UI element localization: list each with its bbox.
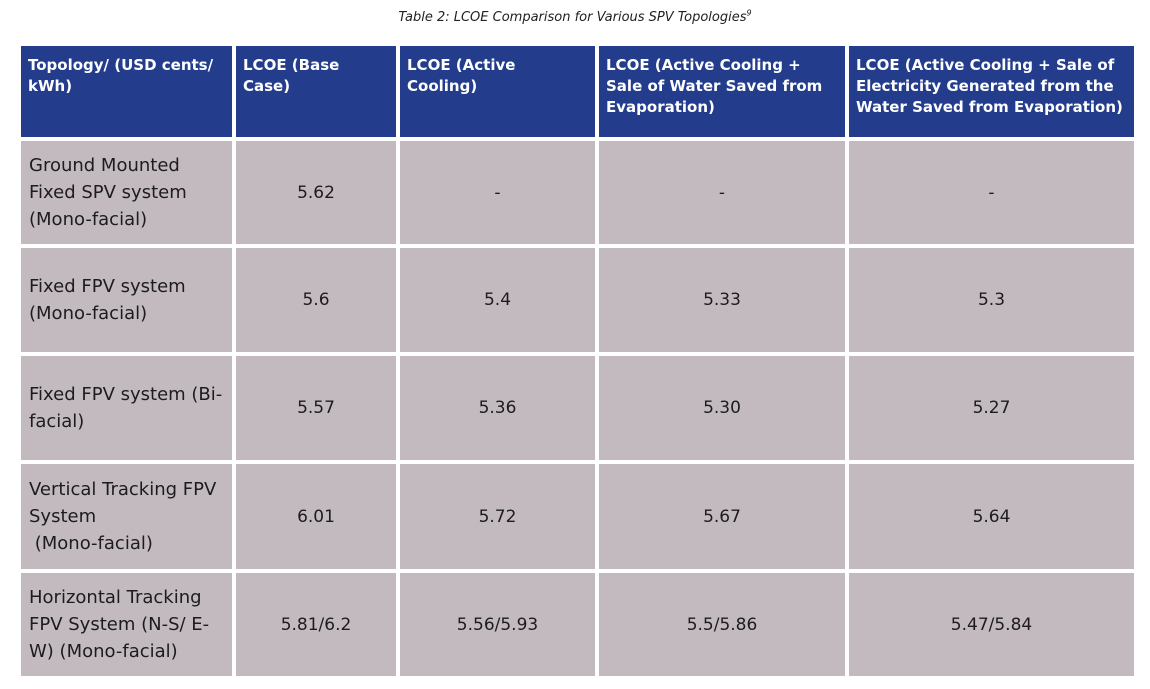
table-cell: 5.64 bbox=[849, 464, 1134, 569]
table-cell: - bbox=[400, 141, 595, 244]
table-cell: 5.6 bbox=[236, 248, 396, 352]
header-lcoe-active-cooling-electricity-sale: LCOE (Active Cooling + Sale of Electrici… bbox=[849, 46, 1134, 137]
lcoe-comparison-table: Topology/ (USD cents/ kWh) LCOE (Base Ca… bbox=[21, 46, 1134, 676]
table-cell: 6.01 bbox=[236, 464, 396, 569]
table-cell: 5.47/5.84 bbox=[849, 573, 1134, 676]
row-topology-label: Fixed FPV system (Bi-facial) bbox=[21, 356, 232, 460]
table-cell: 5.33 bbox=[599, 248, 845, 352]
table-cell: 5.27 bbox=[849, 356, 1134, 460]
header-lcoe-active-cooling: LCOE (Active Cooling) bbox=[400, 46, 595, 137]
table-cell: 5.30 bbox=[599, 356, 845, 460]
table-cell: 5.56/5.93 bbox=[400, 573, 595, 676]
caption-text: Table 2: LCOE Comparison for Various SPV… bbox=[398, 10, 747, 25]
table-cell: - bbox=[849, 141, 1134, 244]
row-topology-label: Horizontal Tracking FPV System (N-S/ E-W… bbox=[21, 573, 232, 676]
table-cell: 5.81/6.2 bbox=[236, 573, 396, 676]
row-topology-label: Ground Mounted Fixed SPV system (Mono-fa… bbox=[21, 141, 232, 244]
table-cell: 5.3 bbox=[849, 248, 1134, 352]
row-topology-label: Fixed FPV system (Mono-facial) bbox=[21, 248, 232, 352]
table-cell: 5.67 bbox=[599, 464, 845, 569]
table-cell: 5.36 bbox=[400, 356, 595, 460]
caption-footnote: 9 bbox=[746, 8, 752, 18]
table-cell: 5.62 bbox=[236, 141, 396, 244]
table-cell: - bbox=[599, 141, 845, 244]
header-lcoe-active-cooling-water-sale: LCOE (Active Cooling + Sale of Water Sav… bbox=[599, 46, 845, 137]
table-cell: 5.57 bbox=[236, 356, 396, 460]
row-topology-label: Vertical Tracking FPV System (Mono-facia… bbox=[21, 464, 232, 569]
header-lcoe-base-case: LCOE (Base Case) bbox=[236, 46, 396, 137]
table-caption: Table 2: LCOE Comparison for Various SPV… bbox=[0, 8, 1150, 25]
table-cell: 5.72 bbox=[400, 464, 595, 569]
header-topology: Topology/ (USD cents/ kWh) bbox=[21, 46, 232, 137]
table-cell: 5.4 bbox=[400, 248, 595, 352]
table-cell: 5.5/5.86 bbox=[599, 573, 845, 676]
